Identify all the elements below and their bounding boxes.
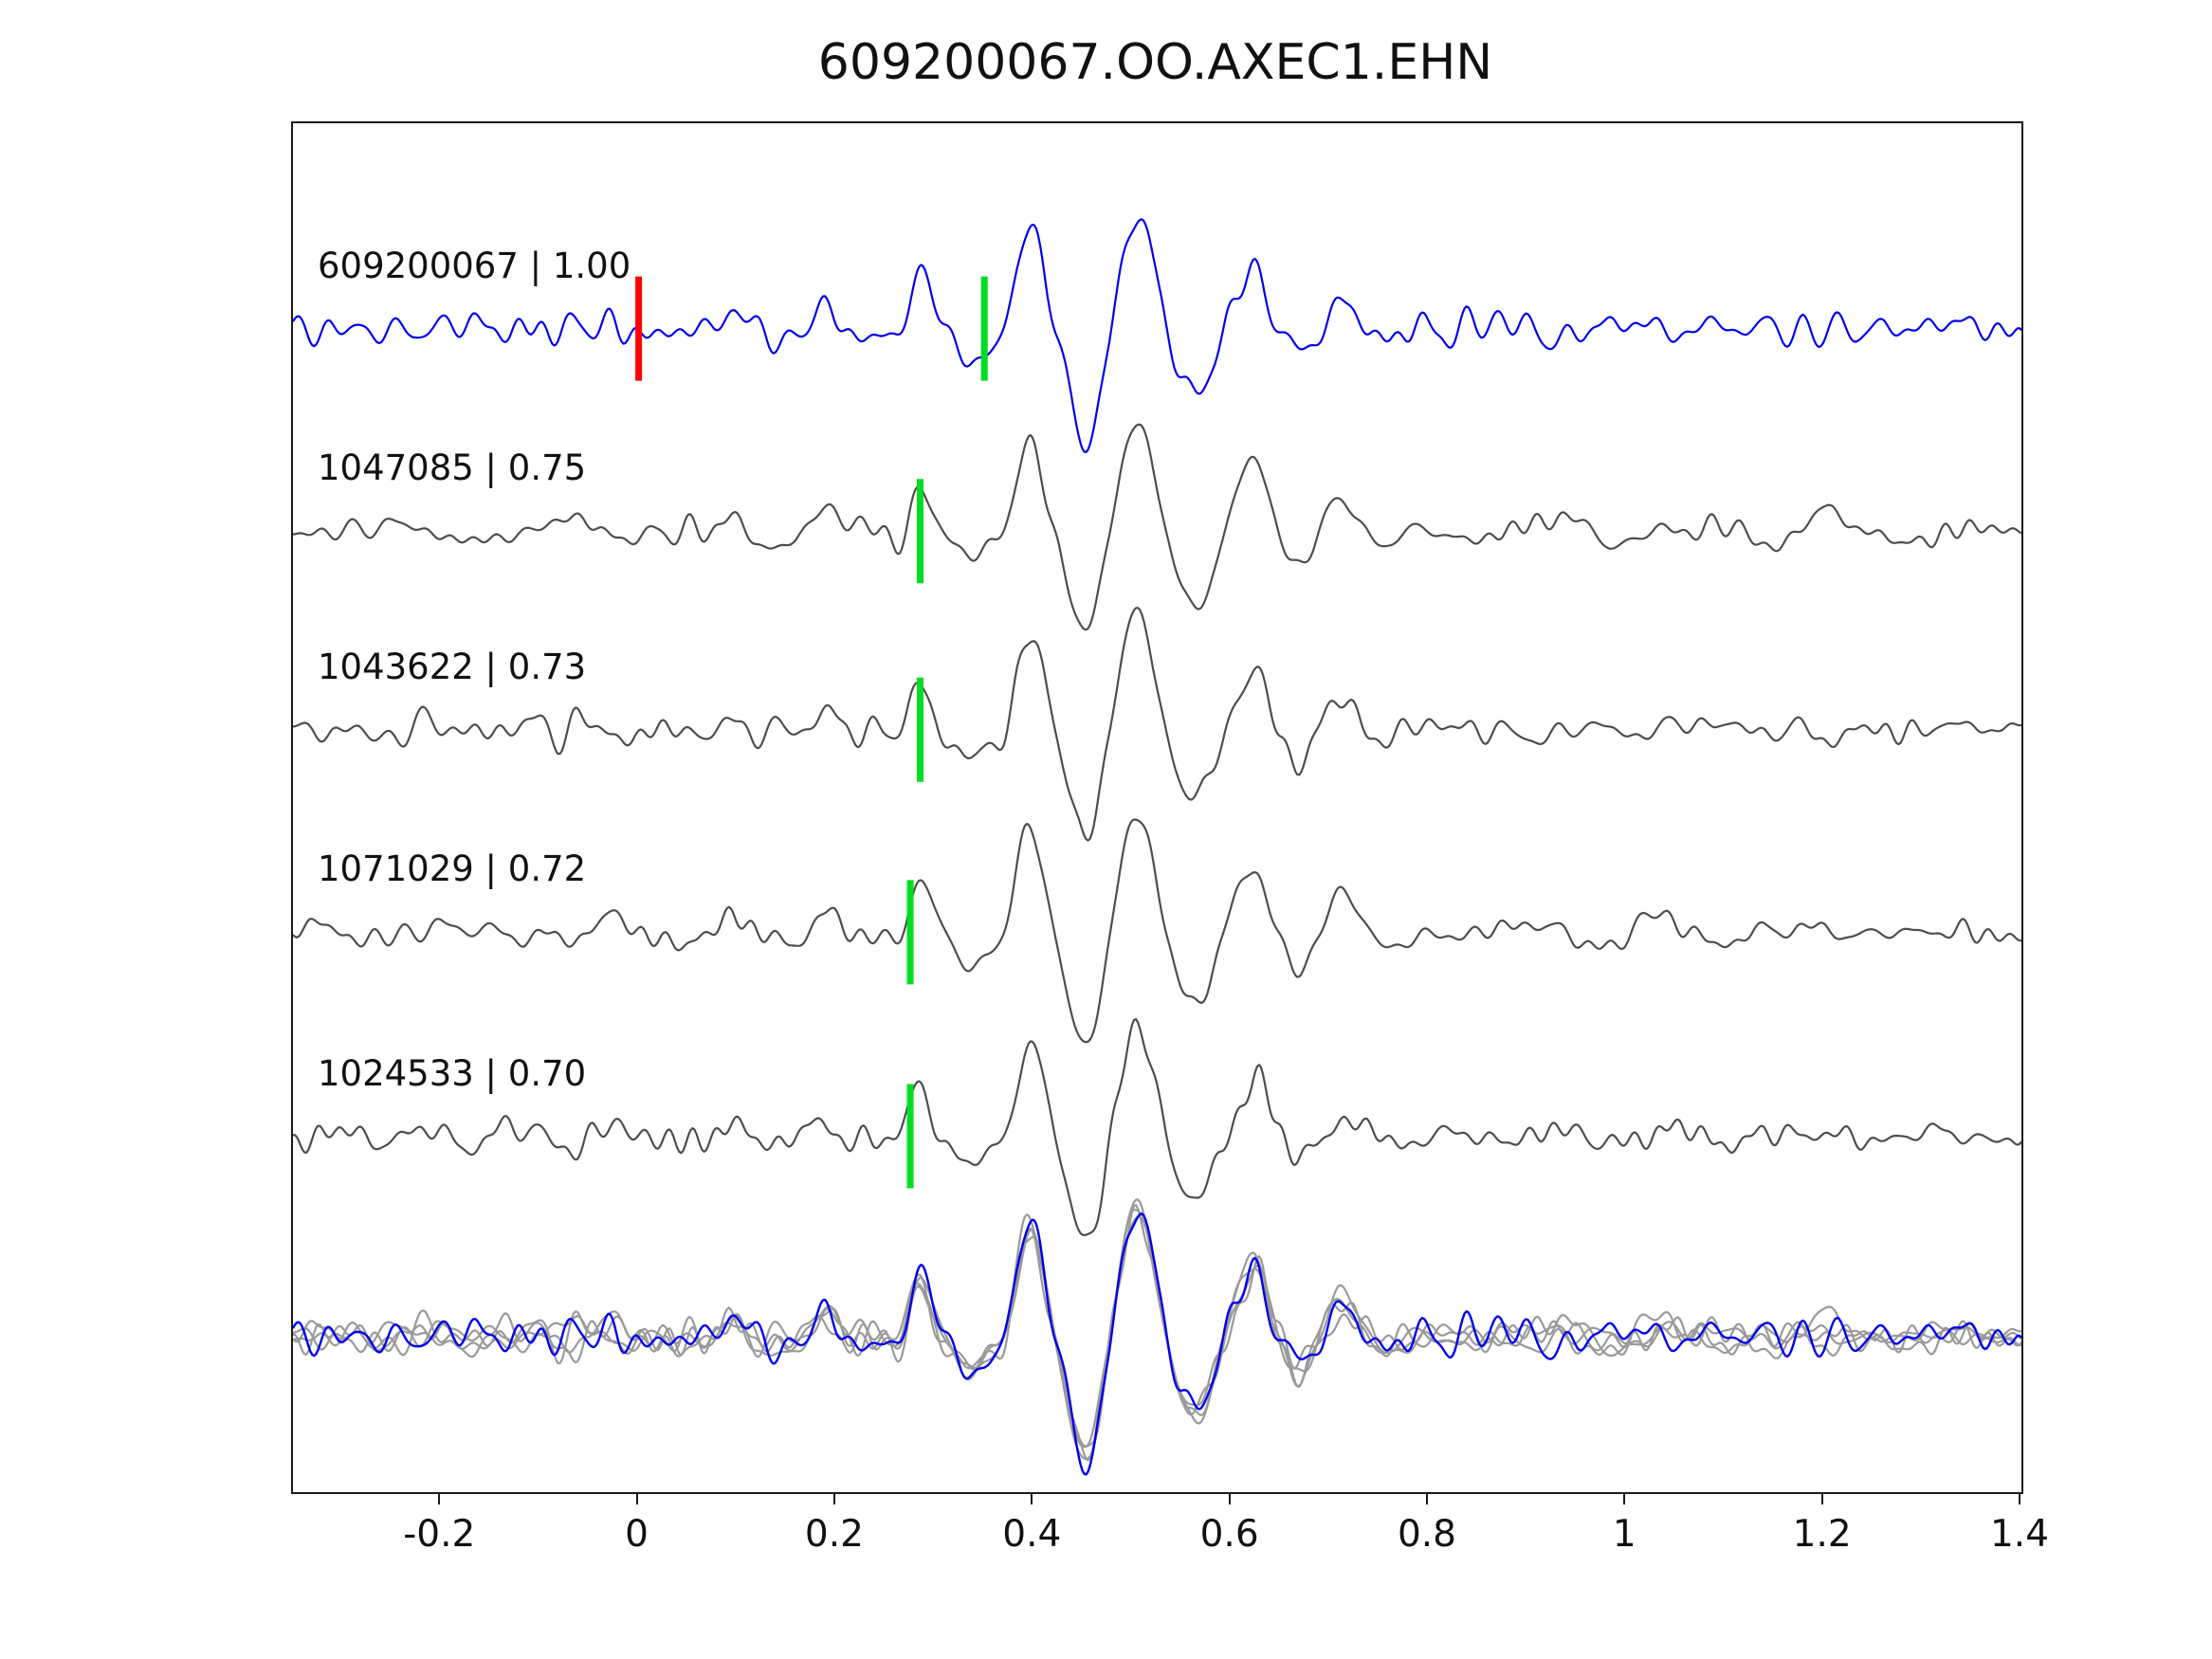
x-tick-mark <box>438 1492 441 1504</box>
trace-label-1043622: 1043622 | 0.73 <box>318 646 587 687</box>
x-tick-mark <box>1820 1492 1823 1504</box>
waveform-trace-609200067 <box>293 218 2021 453</box>
x-tick-label: -0.2 <box>403 1513 476 1556</box>
x-tick-mark <box>1623 1492 1626 1504</box>
x-tick-label: 0 <box>625 1513 649 1556</box>
x-tick-mark <box>1031 1492 1033 1504</box>
x-tick-label: 0.8 <box>1397 1513 1456 1556</box>
x-tick-label: 1.2 <box>1792 1513 1852 1556</box>
overlay-trace-609200067 <box>293 1212 2021 1476</box>
x-tick-label: 0.4 <box>1002 1513 1062 1556</box>
waveform-trace-1024533 <box>293 1018 2021 1237</box>
x-tick-mark <box>1228 1492 1231 1504</box>
overlay-trace-1043622 <box>293 1198 2021 1462</box>
waveforms-svg <box>293 218 2021 1476</box>
overlay-trace-1071029 <box>293 1209 2021 1461</box>
trace-label-1047085: 1047085 | 0.75 <box>318 447 587 489</box>
trace-label-1024533: 1024533 | 0.70 <box>318 1052 587 1094</box>
waveform-trace-1043622 <box>293 607 2021 842</box>
x-tick-mark <box>832 1492 835 1504</box>
x-tick-label: 0.2 <box>804 1513 864 1556</box>
waveform-trace-1071029 <box>293 818 2021 1044</box>
x-tick-mark <box>2019 1492 2020 1504</box>
chart-title: 609200067.OO.AXEC1.EHN <box>817 34 1493 91</box>
waveform-trace-1047085 <box>293 423 2021 631</box>
x-tick-label: 1 <box>1612 1513 1636 1556</box>
x-tick-label: 0.6 <box>1199 1513 1259 1556</box>
x-tick-mark <box>1425 1492 1428 1504</box>
trace-label-1071029: 1071029 | 0.72 <box>318 848 587 890</box>
trace-label-609200067: 609200067 | 1.00 <box>318 245 631 286</box>
plot-area: 609200067 | 1.00 1047085 | 0.75 1043622 | … <box>291 121 2023 1494</box>
x-tick-mark <box>635 1492 638 1504</box>
overlay-trace-1047085 <box>293 1215 2021 1448</box>
x-tick-label: 1.4 <box>1989 1513 2050 1556</box>
